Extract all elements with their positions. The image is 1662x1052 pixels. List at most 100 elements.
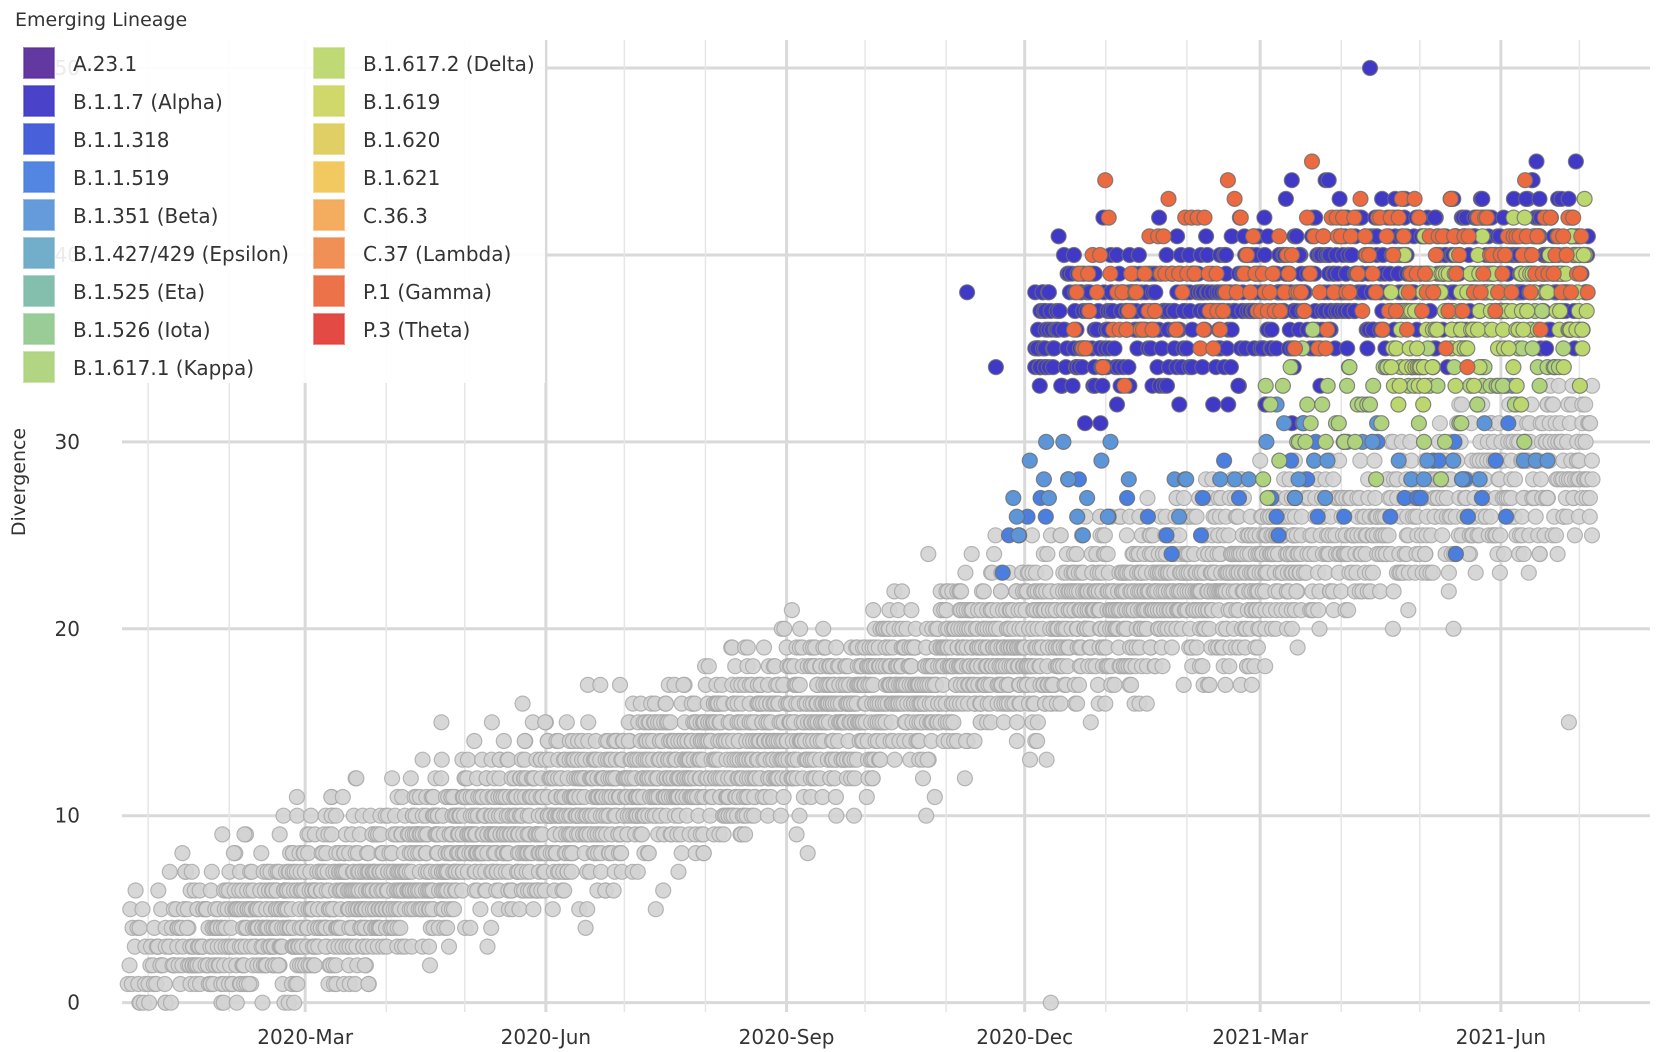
point-b.1.617.1[interactable] xyxy=(1255,471,1272,488)
point-other[interactable] xyxy=(592,676,609,694)
point-b.1.617.1[interactable] xyxy=(1494,377,1512,394)
point-b.1.617.1[interactable] xyxy=(1299,396,1316,413)
point-other[interactable] xyxy=(673,844,690,862)
point-b.1.1.7[interactable] xyxy=(1158,246,1175,264)
point-other[interactable] xyxy=(827,788,845,806)
point-other[interactable] xyxy=(872,751,889,768)
point-other[interactable] xyxy=(1097,695,1114,712)
point-other[interactable] xyxy=(1584,471,1601,488)
point-p.1[interactable] xyxy=(1242,284,1259,301)
point-other[interactable] xyxy=(1339,601,1357,619)
point-other[interactable] xyxy=(1138,695,1155,712)
point-b.1.1.7[interactable] xyxy=(1531,190,1548,207)
point-b.1.351[interactable] xyxy=(1093,452,1110,469)
point-b.1.617.1[interactable] xyxy=(1453,415,1470,432)
point-b.1.1.7[interactable] xyxy=(1283,172,1300,189)
point-other[interactable] xyxy=(183,863,200,880)
point-p.1[interactable] xyxy=(1123,265,1140,282)
point-other[interactable] xyxy=(577,919,594,937)
point-p.1[interactable] xyxy=(1102,265,1119,282)
point-b.1.617.2[interactable] xyxy=(1424,359,1441,376)
point-b.1.617.1[interactable] xyxy=(1367,471,1385,488)
point-b.1.617.1[interactable] xyxy=(1533,302,1551,320)
point-b.1.1.7[interactable] xyxy=(1517,190,1535,207)
point-b.1.617.1[interactable] xyxy=(1257,377,1274,394)
point-other[interactable] xyxy=(275,807,292,824)
point-b.1.617.1[interactable] xyxy=(1361,396,1379,413)
point-other[interactable] xyxy=(525,901,542,918)
point-other[interactable] xyxy=(161,863,178,880)
point-b.1.617.2[interactable] xyxy=(1383,359,1400,376)
point-other[interactable] xyxy=(987,527,1004,544)
point-other[interactable] xyxy=(864,770,881,787)
point-b.1.617.1[interactable] xyxy=(1314,396,1331,413)
point-b.1.1.7[interactable] xyxy=(1120,359,1137,376)
point-other[interactable] xyxy=(544,901,561,918)
point-b.1.1.519[interactable] xyxy=(1158,527,1175,544)
point-other[interactable] xyxy=(306,957,323,974)
point-other[interactable] xyxy=(1028,732,1046,750)
point-b.1.617.1[interactable] xyxy=(1365,377,1382,394)
point-other[interactable] xyxy=(605,882,622,899)
point-b.1.1.7[interactable] xyxy=(1474,190,1491,207)
point-b.1.617.2[interactable] xyxy=(1551,302,1569,320)
point-p.1[interactable] xyxy=(1261,284,1278,301)
point-b.1.1.7[interactable] xyxy=(1230,377,1247,394)
point-other[interactable] xyxy=(1082,714,1099,731)
point-b.1.1.7[interactable] xyxy=(1277,190,1295,207)
point-b.1.351[interactable] xyxy=(1226,471,1244,488)
point-other[interactable] xyxy=(846,770,863,787)
point-other[interactable] xyxy=(952,583,970,600)
point-other[interactable] xyxy=(776,620,793,637)
point-other[interactable] xyxy=(420,938,438,955)
point-other[interactable] xyxy=(1283,620,1301,637)
point-b.1.1.519[interactable] xyxy=(1447,545,1465,563)
point-b.1.351[interactable] xyxy=(1074,527,1092,544)
point-other[interactable] xyxy=(647,901,664,918)
point-p.1[interactable] xyxy=(1195,321,1212,338)
point-b.1.1.7[interactable] xyxy=(1178,340,1195,357)
point-other[interactable] xyxy=(131,919,148,937)
point-b.1.1.7[interactable] xyxy=(1158,377,1176,394)
point-other[interactable] xyxy=(1506,471,1524,488)
point-other[interactable] xyxy=(926,788,943,806)
point-p.1[interactable] xyxy=(1271,228,1288,245)
point-other[interactable] xyxy=(1384,620,1402,637)
point-other[interactable] xyxy=(633,826,651,843)
point-other[interactable] xyxy=(150,882,167,899)
point-other[interactable] xyxy=(537,714,554,731)
point-b.1.1.7[interactable] xyxy=(1076,415,1094,432)
point-b.1.1.7[interactable] xyxy=(1220,396,1237,413)
point-b.1.351[interactable] xyxy=(1120,471,1137,488)
point-other[interactable] xyxy=(1583,452,1601,469)
point-b.1.351[interactable] xyxy=(1078,489,1096,507)
point-b.1.351[interactable] xyxy=(1286,489,1304,507)
point-other[interactable] xyxy=(141,994,158,1011)
point-b.1.1.7[interactable] xyxy=(1065,246,1083,264)
point-b.1.351[interactable] xyxy=(1471,471,1488,488)
point-b.1.617.2[interactable] xyxy=(1516,209,1533,226)
point-p.1[interactable] xyxy=(1120,302,1138,320)
point-other[interactable] xyxy=(462,919,479,937)
point-b.1.1.7[interactable] xyxy=(1130,246,1148,264)
point-b.1.617.1[interactable] xyxy=(1271,452,1288,469)
point-b.1.351[interactable] xyxy=(1021,452,1038,469)
point-p.1[interactable] xyxy=(1283,246,1301,264)
point-other[interactable] xyxy=(1515,545,1532,563)
point-p.1[interactable] xyxy=(1094,359,1112,376)
point-b.1.1.519[interactable] xyxy=(1139,508,1157,525)
point-b.1.1.7[interactable] xyxy=(1222,359,1240,376)
point-b.1.1.7[interactable] xyxy=(1537,340,1555,357)
point-b.1.1.519[interactable] xyxy=(1382,508,1399,525)
point-other[interactable] xyxy=(1532,471,1550,488)
point-p.1[interactable] xyxy=(1100,209,1117,226)
point-other[interactable] xyxy=(392,919,409,937)
point-other[interactable] xyxy=(791,676,808,694)
point-other[interactable] xyxy=(516,732,533,750)
point-other[interactable] xyxy=(1099,545,1116,563)
point-other[interactable] xyxy=(121,957,138,974)
point-b.1.1.7[interactable] xyxy=(1040,284,1058,301)
point-b.1.351[interactable] xyxy=(1419,452,1436,469)
point-b.1.351[interactable] xyxy=(1364,433,1381,450)
point-other[interactable] xyxy=(286,994,303,1011)
